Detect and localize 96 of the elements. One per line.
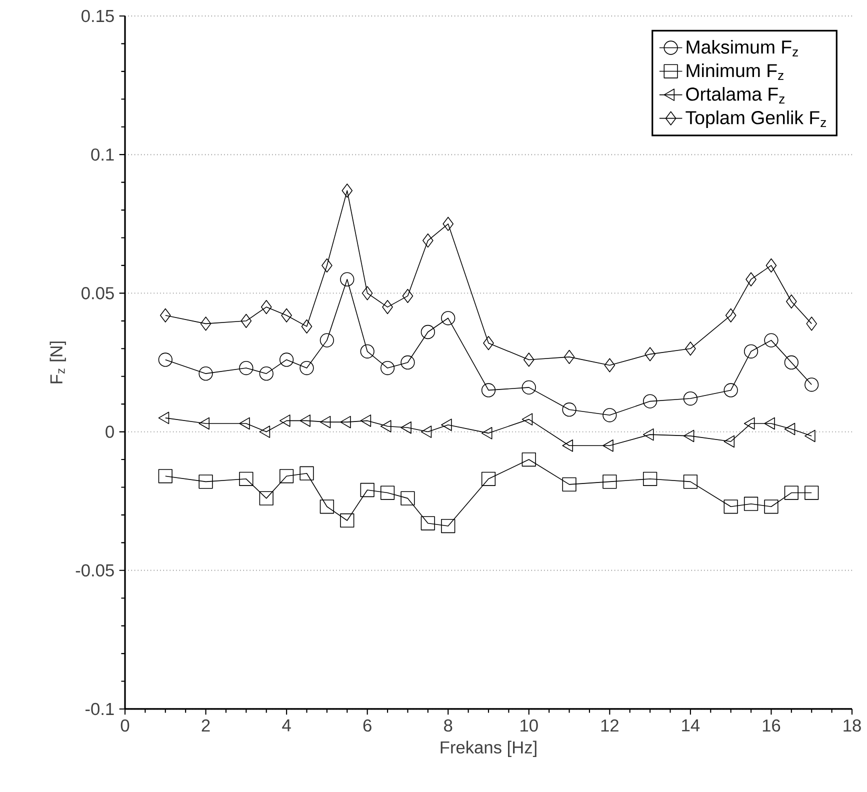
point — [602, 408, 617, 422]
point — [240, 314, 252, 328]
x-tick-label: 18 — [844, 719, 861, 732]
point — [602, 474, 617, 489]
point — [481, 383, 496, 398]
point — [564, 350, 575, 364]
point — [441, 518, 456, 534]
point — [764, 333, 778, 348]
point — [764, 500, 778, 514]
point — [804, 378, 819, 392]
point — [442, 216, 454, 231]
point — [400, 491, 415, 506]
point — [644, 347, 656, 362]
point — [259, 366, 274, 381]
point — [562, 477, 576, 492]
y-tick-label: 0.1 — [91, 148, 114, 161]
point — [380, 360, 395, 376]
x-tick-label: 8 — [444, 719, 452, 732]
point — [239, 472, 254, 486]
point — [744, 344, 758, 358]
point — [784, 355, 798, 370]
y-tick-label: 0 — [106, 426, 114, 438]
point — [744, 496, 758, 511]
point — [301, 319, 312, 334]
point — [260, 300, 272, 314]
y-axis-title: F$_{z}$ [N] — [50, 342, 66, 384]
point — [322, 258, 332, 273]
point — [281, 308, 292, 322]
point — [522, 452, 536, 467]
point — [746, 272, 756, 286]
x-tick-label: 0 — [120, 719, 130, 732]
x-tick-label: 2 — [202, 719, 210, 732]
point — [340, 272, 354, 286]
x-axis-title: Frekans [Hz] — [440, 740, 536, 757]
legend-label: Toplam Genlik F$_{z}$ — [686, 110, 826, 128]
point — [683, 391, 698, 406]
legend-label: Maksimum F$_{z}$ — [686, 40, 798, 56]
point — [382, 300, 393, 314]
point — [420, 516, 435, 530]
point — [522, 380, 536, 394]
point — [402, 288, 414, 304]
point — [806, 316, 818, 331]
point — [320, 333, 334, 348]
point — [523, 352, 534, 367]
point — [200, 316, 212, 331]
x-tick-label: 14 — [682, 719, 700, 732]
point — [340, 513, 354, 528]
point — [360, 482, 374, 498]
point — [198, 417, 210, 430]
point — [481, 472, 496, 486]
point — [300, 466, 314, 480]
point — [725, 308, 736, 322]
point — [724, 500, 738, 514]
point — [604, 358, 616, 372]
point — [441, 311, 456, 326]
point — [158, 469, 172, 484]
x-tick-label: 6 — [363, 719, 372, 732]
point — [420, 324, 435, 340]
legend-label: Minimum F$_{z}$ — [686, 64, 784, 80]
point — [360, 344, 374, 358]
point — [683, 474, 698, 489]
point — [158, 352, 172, 367]
point — [259, 491, 274, 506]
point — [766, 258, 777, 273]
point — [786, 294, 797, 309]
point — [160, 308, 171, 322]
point — [279, 352, 294, 367]
point — [300, 360, 314, 376]
x-tick-label: 4 — [282, 719, 291, 732]
point — [362, 286, 373, 300]
x-tick-label: 12 — [601, 719, 618, 732]
point — [342, 184, 353, 198]
point — [380, 486, 395, 500]
legend-label: Ortalama F$_{z}$ — [686, 87, 784, 104]
point — [642, 472, 658, 486]
point — [239, 360, 254, 376]
point — [642, 394, 658, 408]
point — [804, 486, 819, 500]
point — [198, 366, 213, 381]
point — [562, 439, 574, 452]
point — [400, 355, 415, 370]
y-tick-label: 0.15 — [82, 10, 114, 22]
x-tick-label: 16 — [762, 719, 780, 732]
point — [483, 336, 494, 350]
y-tick-label: 0.05 — [82, 287, 114, 300]
point — [320, 500, 334, 514]
point — [685, 342, 696, 356]
point — [724, 383, 738, 398]
y-tick-label: -0.1 — [86, 702, 114, 716]
y-tick-label: -0.05 — [76, 564, 114, 577]
point — [198, 474, 213, 489]
point — [562, 402, 576, 417]
point — [784, 486, 798, 500]
point — [422, 233, 434, 248]
point — [279, 469, 294, 484]
x-tick-label: 10 — [520, 719, 538, 732]
